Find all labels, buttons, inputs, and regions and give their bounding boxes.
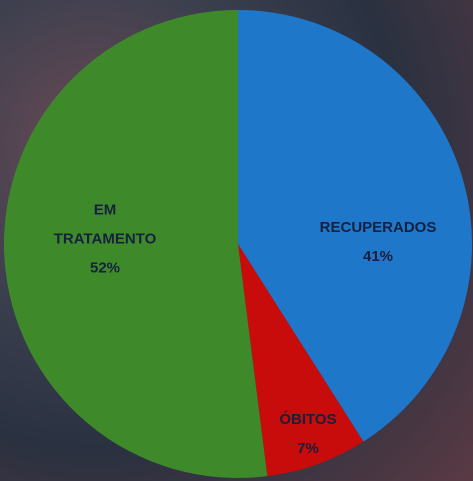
pie-slice	[238, 244, 364, 477]
pie-slice	[238, 10, 473, 442]
value-label: 7%	[297, 440, 319, 457]
category-label: EM TRATAMENTO	[53, 201, 157, 248]
category-label: ÓBITOS	[279, 411, 337, 428]
category-label: RECUPERADOS	[319, 219, 437, 236]
slice-label: EM TRATAMENTO 52%	[45, 196, 165, 283]
slice-label: ÓBITOS 7%	[263, 405, 353, 463]
pie-slice	[4, 10, 268, 478]
value-label: 41%	[362, 248, 394, 265]
slice-label: RECUPERADOS 41%	[298, 213, 458, 271]
value-label: 52%	[89, 259, 121, 277]
